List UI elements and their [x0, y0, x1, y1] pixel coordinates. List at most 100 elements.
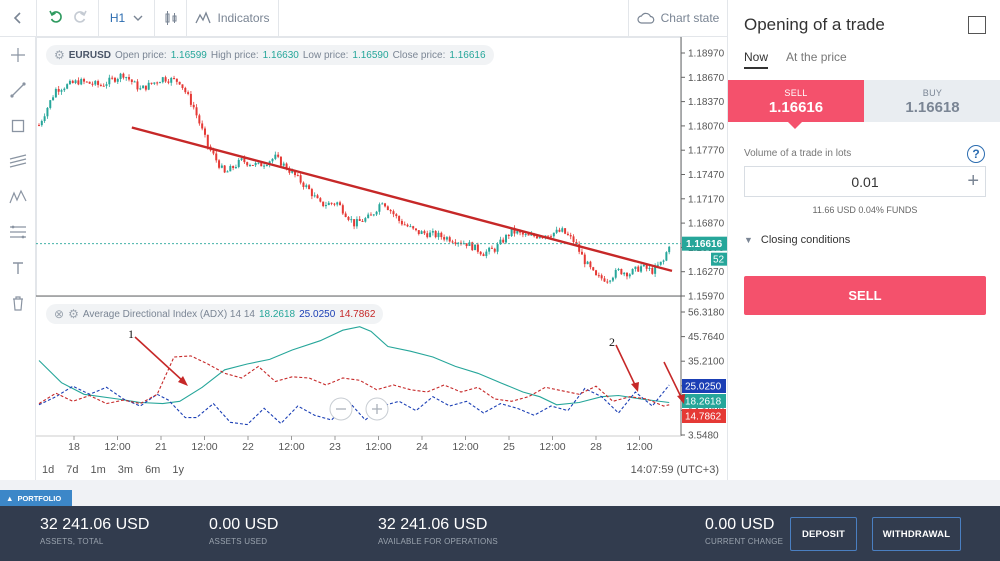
candle-body [288, 169, 291, 173]
fibonacci-tool[interactable] [0, 215, 35, 251]
cloud-icon [637, 12, 654, 24]
chart-state-button[interactable]: Chart state [629, 0, 727, 37]
undo-icon[interactable] [48, 9, 64, 28]
candle-body [237, 159, 240, 167]
annotation-number-2: 2 [609, 335, 615, 349]
candle-body [400, 220, 403, 225]
volume-value: 0.01 [851, 173, 879, 190]
candle-body [52, 97, 55, 101]
indicators-icon [195, 11, 212, 24]
portfolio-tab[interactable]: ▲ PORTFOLIO [0, 490, 72, 506]
closing-label: Closing conditions [760, 234, 851, 246]
candle-body [220, 165, 223, 168]
assets-total: 32 241.06 USD ASSETS, TOTAL [40, 516, 149, 546]
chevron-left-icon [13, 12, 21, 24]
current-change-label: CURRENT CHANGE [705, 537, 784, 546]
candle-body [296, 175, 299, 177]
candle-body [488, 247, 491, 252]
crosshair-tool[interactable] [0, 37, 35, 73]
range-1y[interactable]: 1y [172, 464, 184, 476]
redo-icon[interactable] [72, 9, 88, 28]
gear-icon[interactable]: ⚙ [54, 48, 65, 62]
candle-body [375, 211, 378, 215]
back-button[interactable] [0, 0, 37, 37]
candle-body [40, 121, 43, 126]
help-icon[interactable]: ? [967, 145, 985, 163]
candle-body [409, 226, 412, 228]
indicators-button[interactable]: Indicators [187, 0, 279, 37]
candle-body [578, 244, 581, 252]
countdown-label: 52 [713, 255, 725, 266]
assets-used: 0.00 USD ASSETS USED [209, 516, 278, 546]
drawing-tools [0, 37, 36, 480]
adx-tick-label: 3.5480 [688, 431, 719, 442]
candle-body [128, 77, 131, 80]
annotation-arrowhead-1 [178, 376, 188, 386]
candle-body [561, 228, 564, 232]
candle-body [142, 85, 145, 89]
candle-body [606, 281, 609, 283]
closing-conditions-toggle[interactable]: ▼ Closing conditions [744, 234, 850, 246]
range-1d[interactable]: 1d [42, 464, 55, 476]
candle-body [609, 280, 612, 282]
buy-price-toggle[interactable]: BUY 1.16618 [864, 80, 1000, 122]
high-value: 1.16630 [262, 49, 299, 61]
candle-body [496, 244, 499, 252]
timeframe-select[interactable]: H1 [99, 0, 155, 37]
range-7d[interactable]: 7d [66, 464, 79, 476]
timeframe-value: H1 [109, 11, 126, 25]
channel-tool[interactable] [0, 144, 35, 180]
tab-now[interactable]: Now [744, 50, 769, 69]
withdrawal-button[interactable]: WITHDRAWAL [872, 517, 961, 551]
adx-legend: ⊗ ⚙ Average Directional Index (ADX) 14 1… [46, 304, 384, 324]
candle-body [476, 244, 479, 252]
candle-body [195, 107, 198, 116]
tab-at-price[interactable]: At the price [786, 50, 847, 64]
candle-body [57, 89, 60, 92]
candle-body [414, 228, 417, 231]
sell-price: 1.16616 [768, 99, 824, 116]
candle-body [592, 267, 595, 271]
pattern-tool[interactable] [0, 179, 35, 215]
remove-indicator-icon[interactable]: ⊗ [54, 307, 65, 321]
price-tick-label: 1.18970 [688, 49, 725, 60]
time-tick-label: 23 [329, 441, 341, 453]
candle-body [431, 231, 434, 233]
rectangle-tool[interactable] [0, 108, 35, 144]
candle-body [479, 251, 482, 255]
range-1m[interactable]: 1m [90, 464, 106, 476]
gear-icon[interactable]: ⚙ [68, 307, 79, 321]
chart-toolbar: H1 Indicators Chart state [0, 0, 727, 37]
candle-body [552, 232, 555, 237]
candle-body [611, 277, 614, 281]
annotation-number-1: 1 [128, 327, 134, 341]
candle-body [285, 163, 288, 170]
candle-body [339, 202, 342, 206]
candle-body [336, 202, 339, 205]
chart-type-button[interactable] [155, 0, 187, 37]
chart-canvas[interactable]: 1.18970 1.18670 1.18370 1.18070 1.17770 1.174… [36, 37, 727, 462]
candle-body [178, 81, 181, 85]
delete-tool[interactable] [0, 286, 35, 322]
range-6m[interactable]: 6m [145, 464, 161, 476]
plus-icon[interactable]: + [967, 170, 979, 192]
range-3m[interactable]: 3m [117, 464, 134, 476]
text-tool[interactable] [0, 250, 35, 286]
candle-body [46, 107, 49, 117]
deposit-button[interactable]: DEPOSIT [790, 517, 857, 551]
candle-body [426, 233, 429, 238]
sell-button[interactable]: SELL [744, 276, 986, 315]
candle-body [640, 266, 643, 272]
candle-body [206, 134, 209, 147]
annotation-arrowhead-2 [631, 382, 639, 392]
volume-input[interactable]: 0.01 + [744, 166, 986, 197]
candle-body [381, 203, 384, 205]
candle-body [74, 80, 77, 84]
line-tool[interactable] [0, 73, 35, 109]
time-tick-label: 12:00 [626, 441, 652, 453]
candle-body [454, 242, 457, 244]
buy-label: BUY [922, 88, 943, 98]
expand-icon[interactable] [968, 16, 986, 34]
sell-price-toggle[interactable]: SELL 1.16616 [728, 80, 864, 129]
